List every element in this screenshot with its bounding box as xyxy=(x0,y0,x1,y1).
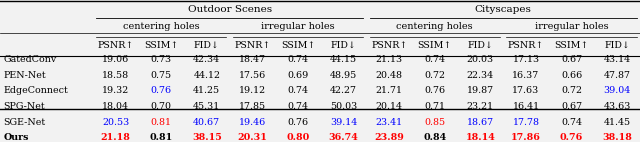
Text: 18.47: 18.47 xyxy=(239,55,266,64)
Text: 43.14: 43.14 xyxy=(604,55,631,64)
Text: 0.72: 0.72 xyxy=(561,86,582,95)
Text: 38.18: 38.18 xyxy=(602,133,632,142)
Text: 19.06: 19.06 xyxy=(102,55,129,64)
Text: 0.70: 0.70 xyxy=(150,102,172,111)
Text: irregular holes: irregular holes xyxy=(261,22,335,31)
Text: 17.63: 17.63 xyxy=(513,86,540,95)
Text: SGE-Net: SGE-Net xyxy=(3,118,45,127)
Text: 18.67: 18.67 xyxy=(467,118,494,127)
Text: 20.31: 20.31 xyxy=(237,133,268,142)
Text: Cityscapes: Cityscapes xyxy=(475,5,532,14)
Text: GatedConv: GatedConv xyxy=(3,55,56,64)
Text: 42.34: 42.34 xyxy=(193,55,220,64)
Text: 40.67: 40.67 xyxy=(193,118,220,127)
Text: 0.74: 0.74 xyxy=(287,102,308,111)
Text: 0.76: 0.76 xyxy=(287,118,308,127)
Text: FID↓: FID↓ xyxy=(467,41,493,50)
Text: 22.34: 22.34 xyxy=(467,71,494,80)
Text: SSIM↑: SSIM↑ xyxy=(418,41,452,50)
Text: 0.80: 0.80 xyxy=(286,133,310,142)
Text: 20.14: 20.14 xyxy=(376,102,403,111)
Text: FID↓: FID↓ xyxy=(331,41,356,50)
Text: 47.87: 47.87 xyxy=(604,71,630,80)
Text: PSNR↑: PSNR↑ xyxy=(234,41,271,50)
Text: 0.67: 0.67 xyxy=(561,55,582,64)
Text: 17.85: 17.85 xyxy=(239,102,266,111)
Text: 0.72: 0.72 xyxy=(424,71,445,80)
Text: 21.18: 21.18 xyxy=(100,133,131,142)
Text: 45.31: 45.31 xyxy=(193,102,220,111)
Text: 23.89: 23.89 xyxy=(374,133,404,142)
Text: PEN-Net: PEN-Net xyxy=(3,71,46,80)
Text: 0.76: 0.76 xyxy=(150,86,172,95)
Text: 18.04: 18.04 xyxy=(102,102,129,111)
Text: EdgeConnect: EdgeConnect xyxy=(3,86,68,95)
Text: 17.78: 17.78 xyxy=(513,118,540,127)
Text: centering holes: centering holes xyxy=(397,22,473,31)
Text: 39.14: 39.14 xyxy=(330,118,357,127)
Text: 0.74: 0.74 xyxy=(287,55,308,64)
Text: 17.86: 17.86 xyxy=(511,133,541,142)
Text: 20.03: 20.03 xyxy=(467,55,494,64)
Text: 23.21: 23.21 xyxy=(467,102,494,111)
Text: 0.73: 0.73 xyxy=(150,55,172,64)
Text: 44.12: 44.12 xyxy=(193,71,220,80)
Text: FID↓: FID↓ xyxy=(194,41,220,50)
Text: FID↓: FID↓ xyxy=(604,41,630,50)
Text: 21.71: 21.71 xyxy=(376,86,403,95)
Text: centering holes: centering holes xyxy=(123,22,200,31)
Text: 19.32: 19.32 xyxy=(102,86,129,95)
Text: 18.14: 18.14 xyxy=(465,133,495,142)
Text: 0.85: 0.85 xyxy=(424,118,445,127)
Text: 0.66: 0.66 xyxy=(561,71,582,80)
Text: 36.74: 36.74 xyxy=(329,133,358,142)
Text: 20.53: 20.53 xyxy=(102,118,129,127)
Text: 19.12: 19.12 xyxy=(239,86,266,95)
Text: 23.41: 23.41 xyxy=(376,118,403,127)
Text: 0.69: 0.69 xyxy=(287,71,308,80)
Text: SSIM↑: SSIM↑ xyxy=(281,41,315,50)
Text: 43.63: 43.63 xyxy=(604,102,631,111)
Text: 41.45: 41.45 xyxy=(604,118,631,127)
Text: SSIM↑: SSIM↑ xyxy=(554,41,589,50)
Text: 18.58: 18.58 xyxy=(102,71,129,80)
Text: 19.87: 19.87 xyxy=(467,86,494,95)
Text: 0.81: 0.81 xyxy=(150,133,173,142)
Text: 20.48: 20.48 xyxy=(376,71,403,80)
Text: 17.56: 17.56 xyxy=(239,71,266,80)
Text: 16.37: 16.37 xyxy=(513,71,540,80)
Text: PSNR↑: PSNR↑ xyxy=(508,41,544,50)
Text: 41.25: 41.25 xyxy=(193,86,220,95)
Text: 0.76: 0.76 xyxy=(560,133,583,142)
Text: 0.81: 0.81 xyxy=(150,118,172,127)
Text: 38.15: 38.15 xyxy=(192,133,221,142)
Text: SSIM↑: SSIM↑ xyxy=(144,41,179,50)
Text: 0.74: 0.74 xyxy=(561,118,582,127)
Text: 0.67: 0.67 xyxy=(561,102,582,111)
Text: 42.27: 42.27 xyxy=(330,86,357,95)
Text: 0.74: 0.74 xyxy=(424,55,445,64)
Text: 48.95: 48.95 xyxy=(330,71,357,80)
Text: 19.46: 19.46 xyxy=(239,118,266,127)
Text: 0.76: 0.76 xyxy=(424,86,445,95)
Text: Outdoor Scenes: Outdoor Scenes xyxy=(188,5,271,14)
Text: irregular holes: irregular holes xyxy=(535,22,609,31)
Text: 39.04: 39.04 xyxy=(604,86,631,95)
Text: Ours: Ours xyxy=(3,133,29,142)
Text: 50.03: 50.03 xyxy=(330,102,357,111)
Text: 0.84: 0.84 xyxy=(423,133,447,142)
Text: SPG-Net: SPG-Net xyxy=(3,102,45,111)
Text: PSNR↑: PSNR↑ xyxy=(97,41,134,50)
Text: PSNR↑: PSNR↑ xyxy=(371,41,408,50)
Text: 0.75: 0.75 xyxy=(150,71,172,80)
Text: 17.13: 17.13 xyxy=(513,55,540,64)
Text: 44.15: 44.15 xyxy=(330,55,357,64)
Text: 16.41: 16.41 xyxy=(513,102,540,111)
Text: 0.74: 0.74 xyxy=(287,86,308,95)
Text: 21.13: 21.13 xyxy=(376,55,403,64)
Text: 0.71: 0.71 xyxy=(424,102,445,111)
